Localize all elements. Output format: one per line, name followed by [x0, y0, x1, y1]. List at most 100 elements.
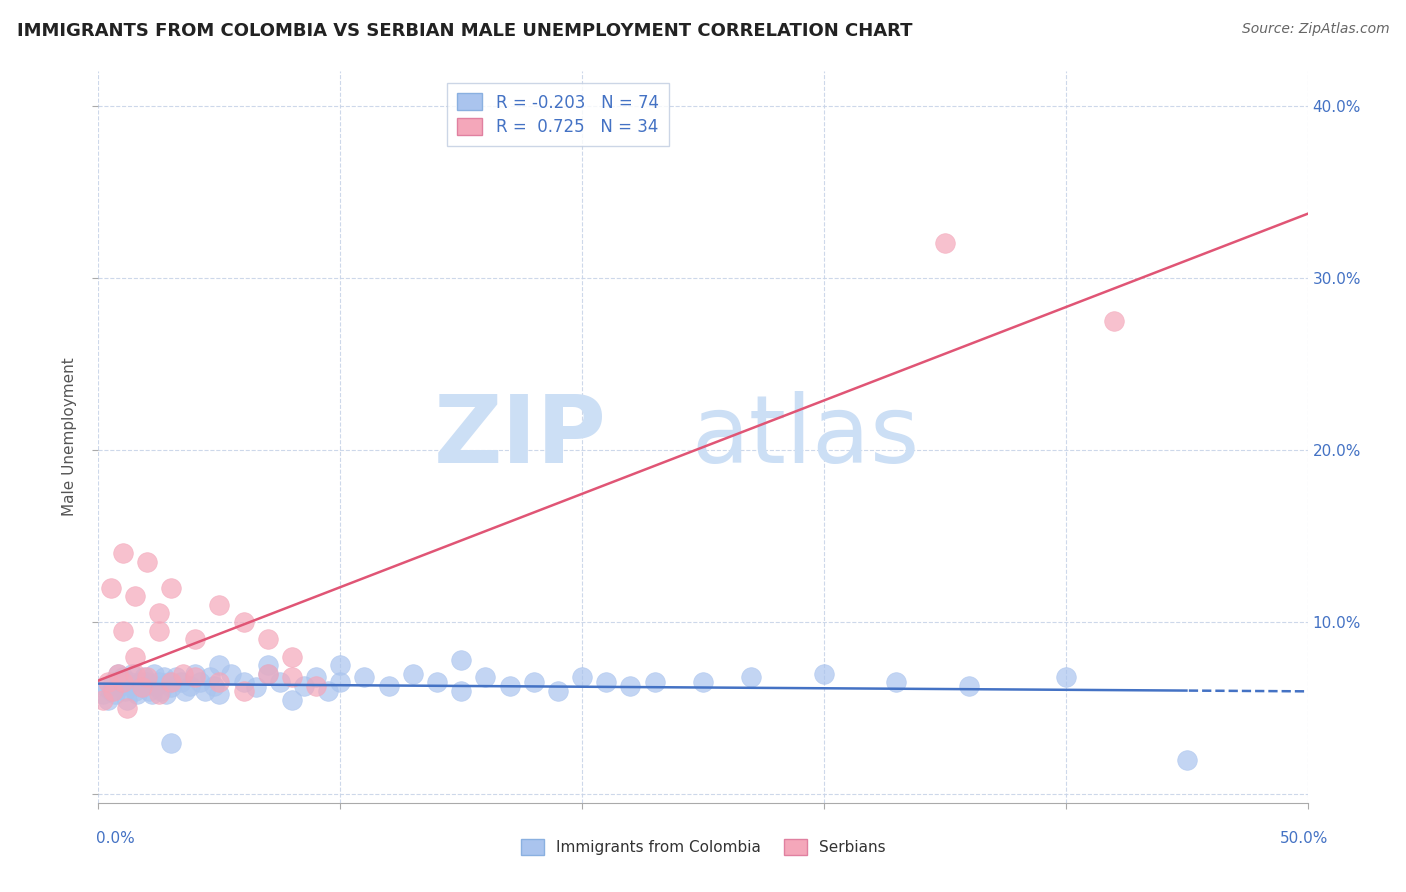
Point [208, 675, 231, 690]
Point [256, 666, 278, 681]
Point [1054, 670, 1077, 684]
Point [148, 675, 170, 690]
Point [118, 675, 141, 690]
Point [121, 666, 143, 681]
Point [127, 687, 149, 701]
Point [91, 692, 114, 706]
Point [595, 675, 617, 690]
Point [97, 692, 120, 706]
Point [111, 624, 134, 638]
Text: atlas: atlas [692, 391, 920, 483]
Point [94, 681, 117, 695]
Point [91, 687, 114, 701]
Text: 0.0%: 0.0% [96, 831, 135, 846]
Point [128, 675, 150, 690]
Point [208, 687, 231, 701]
Point [114, 684, 136, 698]
Point [305, 670, 328, 684]
Point [100, 581, 122, 595]
Point [281, 670, 304, 684]
Point [886, 675, 908, 690]
Point [157, 675, 180, 690]
Point [329, 675, 352, 690]
Point [148, 607, 170, 621]
Point [111, 670, 134, 684]
Point [108, 679, 131, 693]
Point [813, 666, 835, 681]
Point [174, 684, 197, 698]
Point [281, 692, 304, 706]
Point [179, 679, 201, 693]
Point [160, 675, 183, 690]
Point [150, 684, 173, 698]
Point [353, 670, 375, 684]
Point [305, 679, 328, 693]
Point [135, 670, 157, 684]
Point [377, 679, 399, 693]
Point [221, 666, 243, 681]
Point [547, 684, 569, 698]
Point [165, 670, 187, 684]
Point [134, 670, 156, 684]
Text: Source: ZipAtlas.com: Source: ZipAtlas.com [1241, 22, 1389, 37]
Point [957, 679, 980, 693]
Point [124, 589, 146, 603]
Point [474, 670, 496, 684]
Point [184, 666, 207, 681]
Point [256, 632, 278, 647]
Point [124, 684, 146, 698]
Point [104, 687, 127, 701]
Point [101, 675, 124, 690]
Point [644, 675, 666, 690]
Point [269, 675, 291, 690]
Point [111, 546, 134, 560]
Point [571, 670, 593, 684]
Point [172, 666, 194, 681]
Point [450, 684, 472, 698]
Point [107, 666, 129, 681]
Point [107, 666, 129, 681]
Point [256, 658, 278, 673]
Point [148, 624, 170, 638]
Point [184, 632, 207, 647]
Point [245, 681, 267, 695]
Point [138, 684, 160, 698]
Point [188, 675, 211, 690]
Point [148, 687, 170, 701]
Point [160, 581, 183, 595]
Point [281, 649, 304, 664]
Point [208, 598, 231, 612]
Legend: Immigrants from Colombia, Serbians: Immigrants from Colombia, Serbians [515, 833, 891, 861]
Point [208, 658, 231, 673]
Point [204, 679, 226, 693]
Point [111, 675, 134, 690]
Point [141, 687, 163, 701]
Point [124, 666, 146, 681]
Point [292, 679, 315, 693]
Point [402, 666, 425, 681]
Point [97, 675, 120, 690]
Point [934, 236, 956, 251]
Point [316, 684, 339, 698]
Point [450, 653, 472, 667]
Point [169, 675, 191, 690]
Point [100, 684, 122, 698]
Point [232, 615, 254, 629]
Point [1102, 314, 1125, 328]
Point [426, 675, 449, 690]
Point [232, 684, 254, 698]
Point [145, 679, 167, 693]
Point [135, 675, 157, 690]
Point [619, 679, 641, 693]
Point [198, 670, 221, 684]
Point [256, 666, 278, 681]
Point [740, 670, 762, 684]
Point [155, 687, 177, 701]
Point [232, 675, 254, 690]
Point [692, 675, 714, 690]
Point [498, 679, 520, 693]
Text: ZIP: ZIP [433, 391, 606, 483]
Point [1175, 753, 1198, 767]
Point [152, 670, 174, 684]
Y-axis label: Male Unemployment: Male Unemployment [62, 358, 77, 516]
